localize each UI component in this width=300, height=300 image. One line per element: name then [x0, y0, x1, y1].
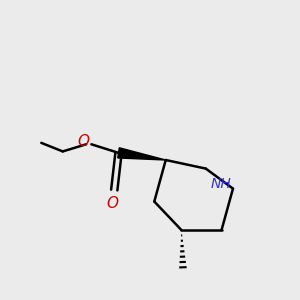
Text: NH: NH — [211, 177, 232, 190]
Polygon shape — [118, 148, 166, 160]
Text: O: O — [78, 134, 90, 149]
Text: O: O — [107, 196, 119, 211]
